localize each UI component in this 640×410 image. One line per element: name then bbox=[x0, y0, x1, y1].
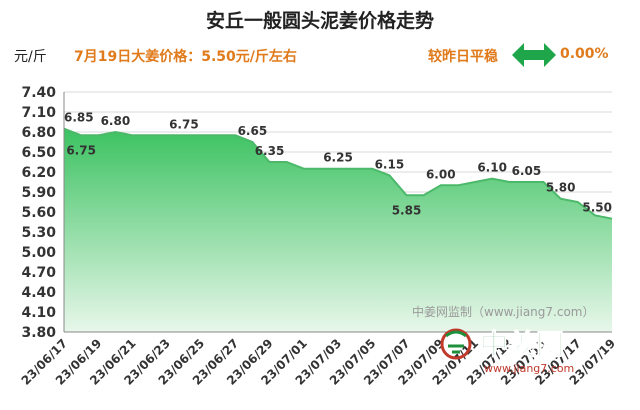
watermark-note: 中姜网监制（www.jiang7.com） bbox=[412, 304, 594, 319]
comparison-change: 0.00% bbox=[560, 46, 609, 62]
y-tick-label: 4.70 bbox=[21, 265, 56, 281]
y-tick-label: 4.10 bbox=[21, 305, 56, 321]
data-label: 6.75 bbox=[169, 117, 199, 131]
price-series-line bbox=[63, 127, 613, 220]
price-area bbox=[63, 127, 613, 332]
y-tick-label: 7.10 bbox=[21, 105, 56, 121]
site-logo: 中姜网 www.jiang7.com bbox=[440, 328, 574, 375]
axes bbox=[63, 92, 612, 333]
data-label: 6.65 bbox=[238, 124, 268, 138]
data-label: 6.10 bbox=[477, 161, 507, 175]
y-tick-label: 5.00 bbox=[21, 245, 56, 261]
data-label: 6.15 bbox=[375, 157, 405, 171]
data-label: 6.35 bbox=[255, 144, 285, 158]
y-tick-labels: 7.40 7.10 6.80 6.50 6.20 5.90 5.60 5.30 5.00 4.70… bbox=[21, 85, 56, 341]
y-tick-label: 5.90 bbox=[21, 185, 56, 201]
y-tick-label: 6.50 bbox=[21, 145, 56, 161]
y-tick-label: 6.80 bbox=[21, 125, 56, 141]
y-tick-label: 6.20 bbox=[21, 165, 56, 181]
data-label: 6.85 bbox=[64, 111, 94, 125]
watermark: 中姜网监制（www.jiang7.com） 中姜网 www.jiang7.com bbox=[412, 304, 594, 375]
y-tick-label: 4.40 bbox=[21, 285, 56, 301]
logo-url: www.jiang7.com bbox=[484, 362, 574, 375]
data-label: 5.50 bbox=[582, 201, 612, 215]
y-tick-label: 3.80 bbox=[21, 325, 56, 341]
y-tick-label: 5.60 bbox=[21, 205, 56, 221]
price-area-fill bbox=[64, 128, 612, 332]
data-label: 6.25 bbox=[323, 151, 353, 165]
data-label: 6.00 bbox=[426, 167, 456, 181]
data-label: 5.85 bbox=[392, 203, 422, 217]
price-summary: 7月19日大姜价格：5.50元/斤左右 bbox=[74, 49, 297, 65]
unit-label: 元/斤 bbox=[14, 49, 47, 65]
comparison-label: 较昨日平稳 bbox=[428, 49, 498, 65]
data-label: 6.80 bbox=[101, 114, 131, 128]
data-label: 6.05 bbox=[512, 164, 542, 178]
data-labels: 6.85 6.75 6.80 6.75 6.65 6.35 6.25 6.15 5.85 6.00… bbox=[64, 111, 612, 218]
left-right-arrow-icon bbox=[512, 43, 556, 67]
data-label: 5.80 bbox=[546, 181, 576, 195]
y-tick-label: 5.30 bbox=[21, 225, 56, 241]
data-label: 6.75 bbox=[66, 143, 96, 157]
chart-title: 安丘一般圆头泥姜价格走势 bbox=[205, 10, 434, 32]
logo-text: 中姜网 bbox=[480, 328, 564, 361]
y-tick-label: 7.40 bbox=[21, 85, 56, 101]
